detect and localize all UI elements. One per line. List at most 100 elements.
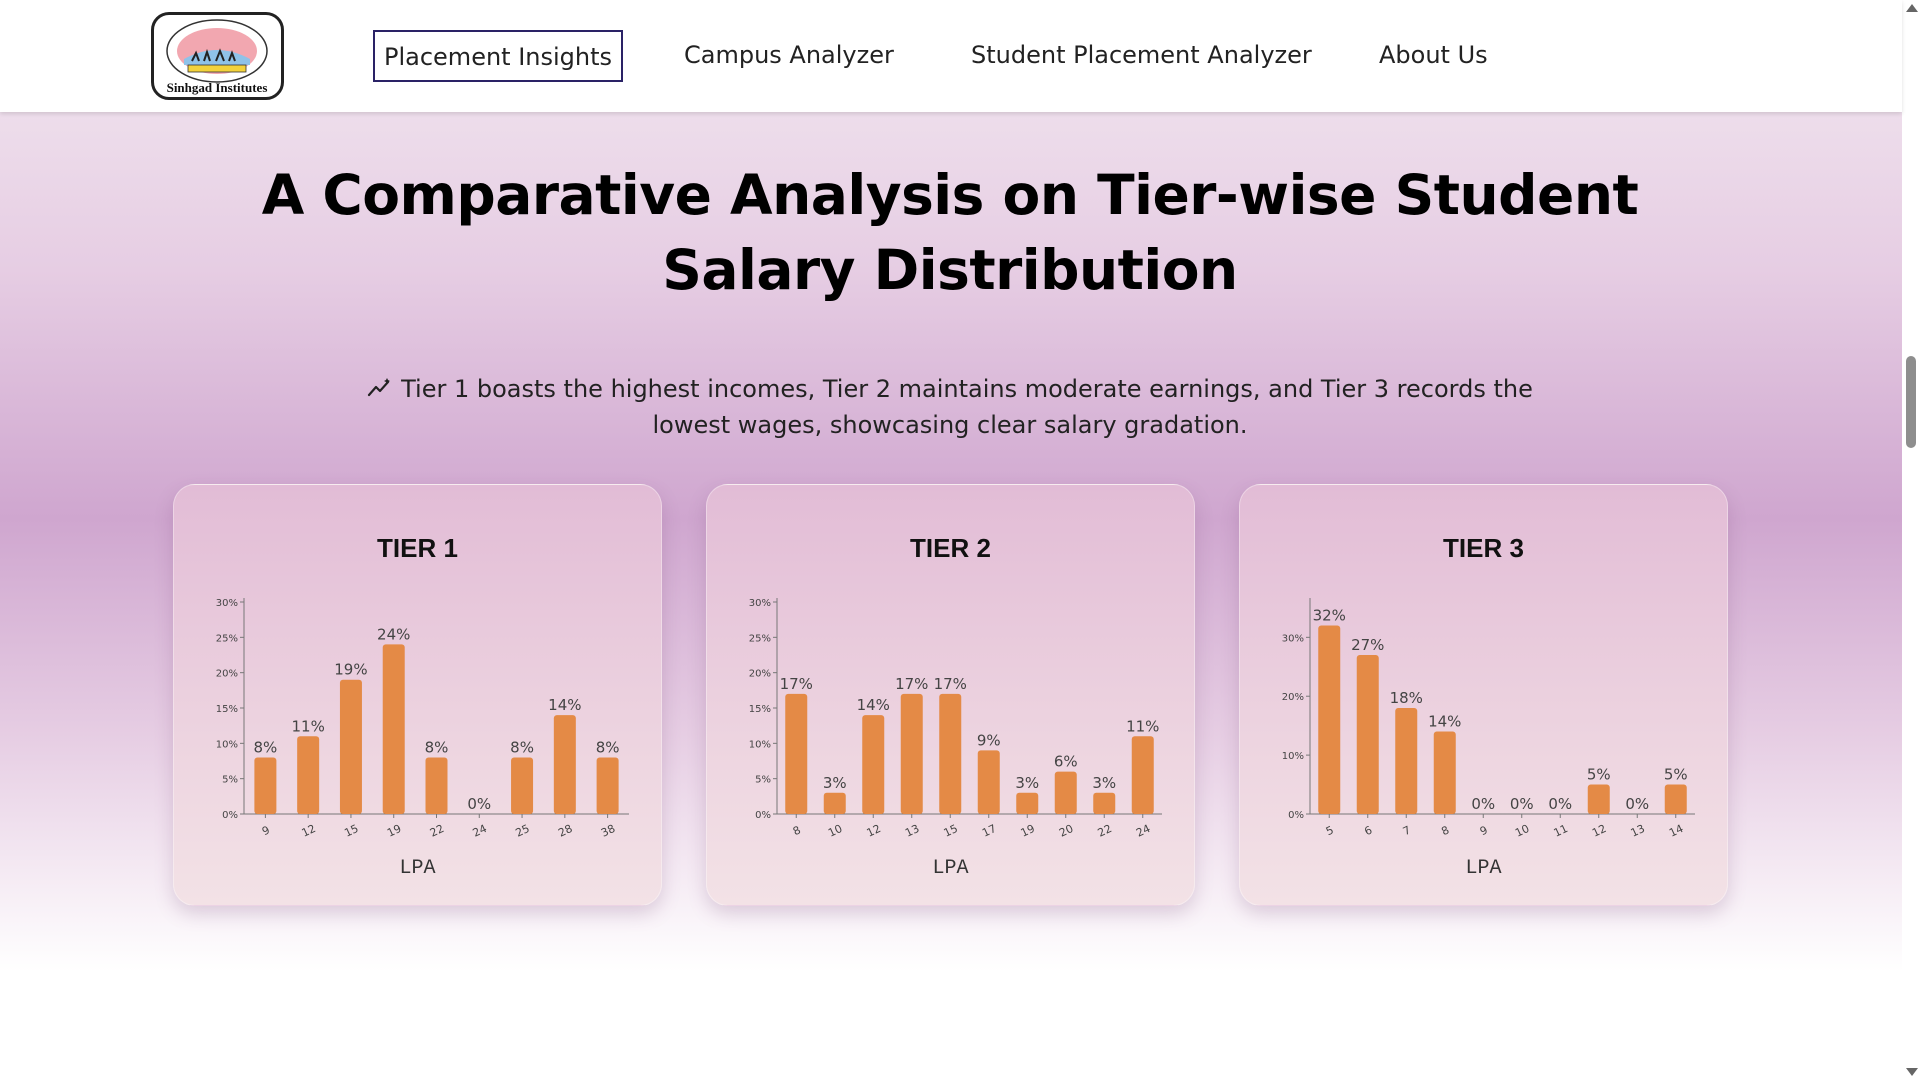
bar [511, 757, 534, 814]
y-tick-label: 10% [216, 739, 238, 750]
bar [1664, 784, 1687, 814]
tier1-bar-chart: 0% 5% 10% 15% 20% 25% 30% 8% 9 11% 12 19% 15 24% 19 8% 2… [216, 598, 629, 840]
data-label: 8% [253, 738, 277, 756]
bar [297, 736, 320, 814]
bar [1433, 731, 1456, 814]
tier1-x-axis-label: LPA [399, 857, 436, 880]
x-tick-label: 8 [1439, 823, 1451, 838]
data-label: 17% [934, 675, 967, 693]
bar [785, 693, 808, 814]
data-label: 3% [1015, 774, 1039, 792]
tier2-x-axis-label: LPA [932, 857, 969, 880]
nav-placement-insights[interactable]: Placement Insights [373, 30, 624, 82]
x-tick-label: 12 [300, 822, 318, 840]
data-label: 18% [1390, 689, 1423, 707]
navbar: Sinhgad Institutes Placement Insights Ca… [0, 0, 1902, 112]
y-tick-label: 30% [1282, 633, 1304, 644]
y-tick-label: 10% [1282, 751, 1304, 762]
x-tick-label: 24 [1134, 822, 1152, 840]
nav-campus-analyzer[interactable]: Campus Analyzer [684, 41, 894, 69]
x-tick-label: 12 [1590, 822, 1608, 840]
bar [1054, 771, 1077, 814]
data-label: 9% [977, 731, 1001, 749]
x-tick-label: 14 [1667, 822, 1685, 840]
bar [254, 757, 277, 814]
scroll-up-arrow-icon[interactable] [1906, 4, 1918, 12]
bar [1318, 625, 1341, 814]
x-tick-label: 22 [1096, 822, 1114, 840]
x-tick-label: 10 [1513, 822, 1531, 840]
data-label: 5% [1664, 766, 1688, 784]
x-tick-label: 19 [385, 822, 403, 840]
data-label: 32% [1313, 607, 1346, 625]
x-tick-label: 13 [1629, 822, 1647, 840]
data-label: 24% [377, 625, 410, 643]
y-tick-label: 20% [749, 669, 771, 680]
x-tick-label: 11 [1552, 822, 1570, 840]
bar [939, 693, 962, 814]
y-tick-label: 25% [749, 633, 771, 644]
x-tick-label: 22 [428, 822, 446, 840]
y-tick-label: 20% [216, 669, 238, 680]
x-tick-label: 9 [260, 823, 272, 838]
tier2-chart-title: TIER 2 [910, 533, 991, 563]
bar [1587, 784, 1610, 814]
y-tick-label: 30% [216, 598, 238, 609]
y-tick-label: 30% [749, 598, 771, 609]
data-label: 27% [1351, 636, 1384, 654]
data-label: 8% [596, 738, 620, 756]
scroll-down-arrow-icon[interactable] [1906, 1068, 1918, 1076]
x-tick-label: 20 [1057, 822, 1075, 840]
y-tick-label: 20% [1282, 692, 1304, 703]
x-tick-label: 5 [1324, 823, 1336, 838]
data-label: 0% [1510, 795, 1534, 813]
data-label: 6% [1054, 753, 1078, 771]
tier3-chart-card: TIER 3 0% 10% 20% 30% 32% 5 27% 6 18% 7 14% 8 0% 9 0% 1… [1239, 484, 1728, 906]
bar [339, 679, 362, 814]
x-tick-label: 25 [513, 822, 531, 840]
x-tick-label: 24 [471, 822, 489, 840]
tier2-bar-chart: 0% 5% 10% 15% 20% 25% 30% 17% 8 3% 10 14% 12 17% 13 17%… [749, 598, 1162, 840]
bar [1016, 792, 1039, 814]
page-title: A Comparative Analysis on Tier-wise Stud… [261, 163, 1639, 302]
y-tick-label: 25% [216, 633, 238, 644]
bar [553, 715, 576, 814]
x-tick-label: 9 [1478, 823, 1490, 838]
y-tick-label: 0% [755, 810, 771, 821]
tier1-chart-card: TIER 1 0% 5% 10% 15% 20% 25% 30% 8% 9 11% 12 19% 15 2… [173, 484, 662, 906]
insight-text: Tier 1 boasts the highest incomes, Tier … [401, 375, 1533, 439]
x-tick-label: 7 [1401, 823, 1413, 838]
page-scrollbar[interactable] [1902, 0, 1920, 1080]
y-tick-label: 0% [1288, 810, 1304, 821]
x-tick-label: 15 [942, 822, 960, 840]
tier1-chart-title: TIER 1 [377, 533, 458, 563]
x-tick-label: 10 [826, 822, 844, 840]
logo-emblem-icon: Sinhgad Institutes [166, 19, 268, 95]
x-tick-label: 13 [903, 822, 921, 840]
bar [1395, 708, 1418, 814]
nav-about-us[interactable]: About Us [1379, 41, 1488, 69]
x-tick-label: 8 [791, 823, 803, 838]
sinhgad-logo[interactable]: Sinhgad Institutes [151, 12, 284, 100]
data-label: 19% [334, 661, 367, 679]
nav-student-placement-analyzer[interactable]: Student Placement Analyzer [971, 41, 1312, 69]
data-label: 14% [1428, 713, 1461, 731]
data-label: 5% [1587, 766, 1611, 784]
bar [823, 792, 846, 814]
data-label: 17% [780, 675, 813, 693]
bar [900, 693, 923, 814]
data-label: 0% [1471, 795, 1495, 813]
data-label: 11% [291, 717, 324, 735]
bar [382, 644, 405, 814]
data-label: 11% [1126, 717, 1159, 735]
data-label: 14% [548, 696, 581, 714]
y-tick-label: 5% [222, 775, 238, 786]
x-tick-label: 19 [1019, 822, 1037, 840]
x-tick-label: 17 [980, 822, 998, 840]
scroll-thumb[interactable] [1906, 356, 1916, 448]
bar [862, 715, 885, 814]
data-label: 3% [823, 774, 847, 792]
insight-text-block: Tier 1 boasts the highest incomes, Tier … [330, 372, 1570, 442]
y-tick-label: 15% [749, 704, 771, 715]
tier3-chart-title: TIER 3 [1443, 533, 1524, 563]
